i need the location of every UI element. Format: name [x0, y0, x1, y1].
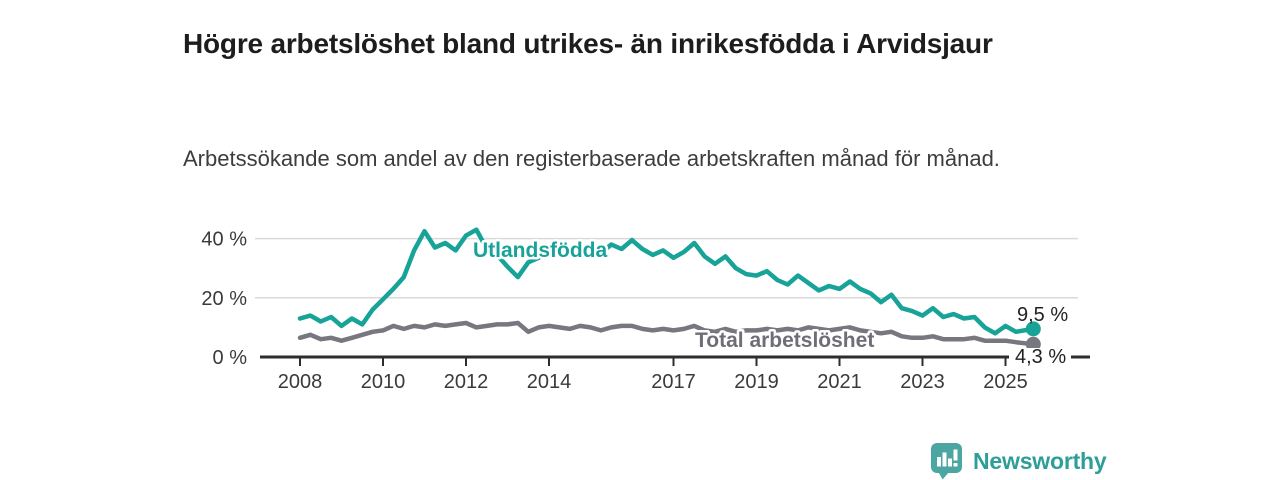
series-line-total [297, 320, 1036, 347]
newsworthy-logo[interactable]: Newsworthy [930, 442, 1107, 480]
series-label: Total arbetslöshet [695, 329, 874, 352]
newsworthy-wordmark: Newsworthy [973, 447, 1107, 474]
chart-title: Högre arbetslöshet bland utrikes- än inr… [183, 27, 993, 59]
x-tick-label: 2023 [900, 371, 945, 393]
chart-subtitle: Arbetssökande som andel av den registerb… [183, 146, 1000, 171]
series-end-dot [1025, 321, 1041, 337]
y-tick-label: 20 % [201, 288, 247, 310]
line-chart-canvas: 2008 2010 2012 2014 2017 2019 2021 2023 2025 0 % 2… [201, 227, 1090, 393]
series-line-utlandsfodda [297, 227, 1036, 336]
series-end-value: 9,5 % [1017, 304, 1068, 326]
x-tick-label: 2008 [278, 371, 323, 393]
y-tick-label: 0 % [213, 347, 248, 369]
end-label-backing [1009, 348, 1071, 368]
x-tick-label: 2012 [444, 371, 489, 393]
y-tick-label: 40 % [201, 229, 247, 251]
x-tick-label: 2019 [734, 371, 779, 393]
x-tick-label: 2017 [651, 371, 696, 393]
x-tick-label: 2021 [817, 371, 862, 393]
line-chart: 2008 2010 2012 2014 2017 2019 2021 2023 2025 0 % 2… [185, 210, 1090, 400]
x-tick-label: 2025 [983, 371, 1028, 393]
x-tick-label: 2014 [527, 371, 572, 393]
series-end-value: 4,3 % [1015, 346, 1066, 368]
x-tick-label: 2010 [361, 371, 406, 393]
series-label: Utlandsfödda [473, 239, 607, 262]
bar-chart-speech-bubble-icon [931, 443, 962, 480]
